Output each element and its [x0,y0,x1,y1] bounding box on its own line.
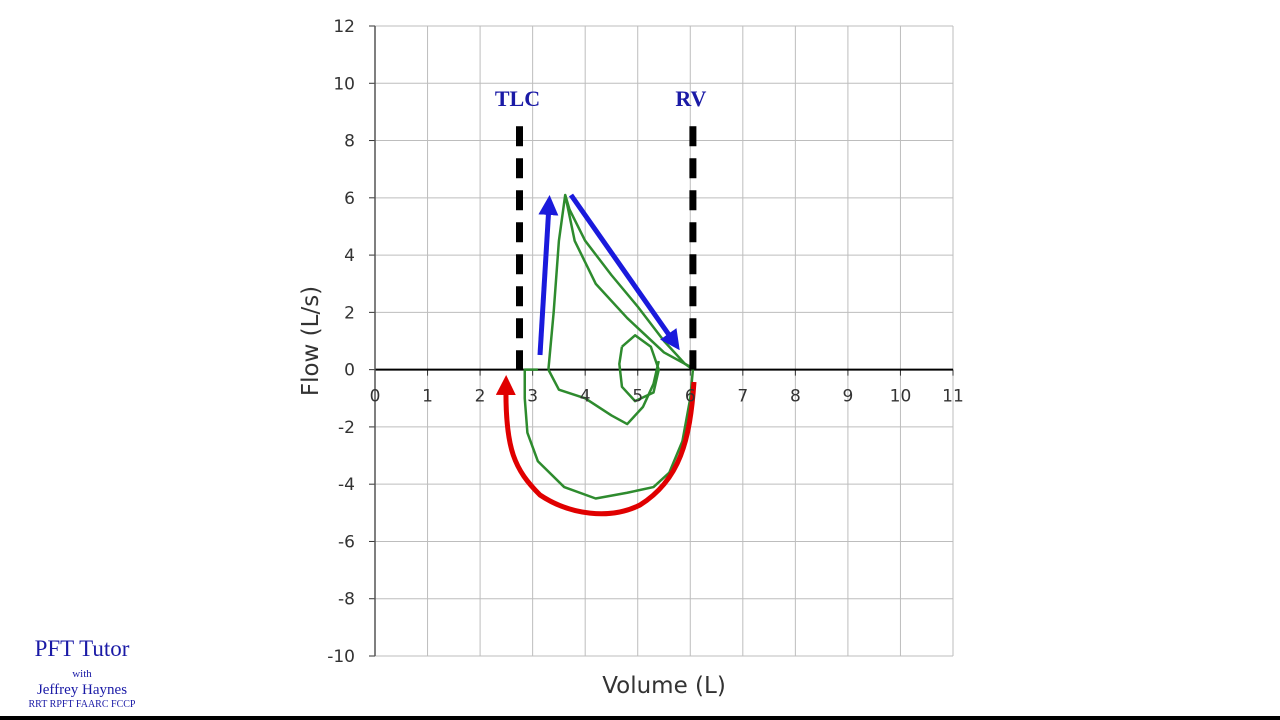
arrow [568,193,680,351]
x-tick-label: 3 [527,387,538,407]
brand-title: PFT Tutor [35,636,130,661]
brand-credentials: RRT RPFT FAARC FCCP [29,699,136,710]
y-tick-label: 8 [344,132,355,152]
grid [369,25,954,657]
y-tick-label: 4 [344,246,355,266]
x-tick-label: 11 [942,387,964,407]
y-axis-label: Flow (L/s) [298,286,324,396]
x-tick-label: 9 [842,387,853,407]
x-tick-label: 6 [685,387,696,407]
frame-edge [0,716,1280,720]
annotation-label: TLC [495,86,540,111]
y-tick-label: 6 [344,189,355,209]
x-tick-label: 5 [632,387,643,407]
x-tick-label: 1 [422,387,433,407]
x-tick-label: 10 [890,387,912,407]
y-tick-label: 0 [344,361,355,381]
x-tick-label: 7 [737,387,748,407]
brand-with: with [72,668,92,680]
arrow [537,195,559,356]
brand-name: Jeffrey Haynes [37,682,127,698]
x-tick-label: 2 [475,387,486,407]
flow-volume-curve [563,194,691,368]
y-tick-label: 2 [344,303,355,323]
flow-volume-curve [547,360,660,426]
x-tick-label: 0 [370,387,381,407]
annotation-label: RV [675,86,706,111]
y-tick-label: -8 [338,590,355,610]
y-tick-label: 10 [333,74,355,94]
y-tick-label: 12 [333,17,355,37]
x-axis-label: Volume (L) [602,673,726,699]
flow-volume-curve [523,193,695,500]
y-tick-label: -10 [327,647,355,667]
y-tick-label: -6 [338,532,355,552]
flow-volume-curve [618,334,660,403]
y-tick-label: -4 [338,475,355,495]
y-tick-label: -2 [338,418,355,438]
arrow [495,375,697,517]
x-tick-label: 4 [580,387,591,407]
x-tick-label: 8 [790,387,801,407]
